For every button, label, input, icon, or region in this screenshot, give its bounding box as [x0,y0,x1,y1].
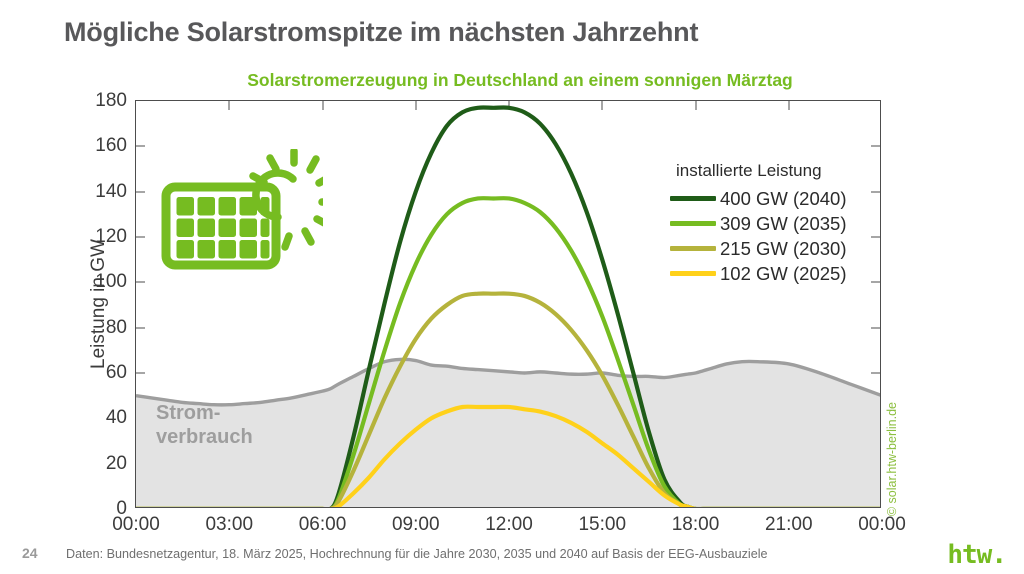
y-tick-label: 80 [105,316,127,338]
y-tick-mark-right [871,327,880,329]
y-tick-mark-right [871,372,880,374]
y-tick-mark [136,372,145,374]
source-note: Daten: Bundesnetzagentur, 18. März 2025,… [66,547,768,561]
y-tick-label: 180 [95,90,127,111]
legend-item: 309 GW (2035) [670,211,895,236]
x-tick-mark-top [508,101,510,110]
y-tick-label: 140 [95,180,127,202]
x-tick-mark-top [601,101,603,110]
plot-canvas [136,101,880,507]
x-tick-label: 09:00 [391,514,440,535]
y-tick-mark-right [871,145,880,147]
legend-items: 400 GW (2040) 309 GW (2035) 215 GW (2030) 1… [670,186,895,286]
y-tick-mark-right [871,191,880,193]
load-area-fill [136,359,880,507]
legend-item: 102 GW (2025) [670,261,895,286]
y-tick-mark [136,191,145,193]
y-tick-label: 60 [105,362,127,383]
chart-container: Solarstromerzeugung in Deutschland an ei… [0,60,1024,540]
load-area-label: Strom- verbrauch [156,401,253,450]
x-tick-mark-top [228,101,230,110]
y-tick-label: 160 [95,135,127,157]
series-line [136,105,880,507]
legend-label: 400 GW (2040) [720,187,847,209]
legend-swatch [670,271,716,276]
legend-item: 400 GW (2040) [670,186,895,211]
x-tick-label: 21:00 [764,514,813,535]
x-tick-mark-top [788,101,790,110]
y-tick-label: 40 [105,407,127,429]
legend-item: 215 GW (2030) [670,236,895,261]
x-tick-label: 15:00 [578,514,627,535]
x-tick-label: 18:00 [671,514,720,535]
page-title: Mögliche Solarstromspitze im nächsten Ja… [64,17,699,47]
series-line [136,196,880,507]
chart-legend: installierte Leistung 400 GW (2040) 309 G… [670,161,895,286]
load-label-line-1: Strom- [156,402,221,424]
chart-subtitle: Solarstromerzeugung in Deutschland an ei… [247,70,793,90]
legend-swatch [670,246,716,251]
x-tick-label: 03:00 [205,514,254,535]
slide-footer: 24 Daten: Bundesnetzagentur, 18. März 20… [0,534,1024,574]
x-tick-label: 06:00 [298,514,347,535]
legend-label: 102 GW (2025) [720,262,847,284]
series-line-load [136,357,880,407]
y-tick-mark [136,281,145,283]
htw-logo: htw. [947,540,1007,570]
y-tick-mark [136,145,145,147]
legend-title: installierte Leistung [676,161,822,180]
y-tick-mark [136,236,145,238]
plot-area: Leistung in GW 0 20 40 60 80 100 120 140 160 180 … [88,90,906,535]
x-tick-mark-top [322,101,323,110]
legend-label: 309 GW (2035) [720,212,847,234]
y-tick-label: 120 [95,226,127,247]
y-tick-mark-right [871,236,880,238]
x-tick-label: 00:00 [858,514,906,535]
y-tick-mark [136,327,145,329]
page-number: 24 [22,545,38,561]
y-axis-title: Leistung in GW [87,239,109,369]
y-tick-label: 100 [95,271,127,293]
series-line [136,404,880,507]
series-line [136,291,880,507]
solar-panel-icon [158,149,323,284]
x-tick-label: 00:00 [112,514,160,535]
legend-swatch [670,196,716,201]
x-tick-mark-top [415,101,417,110]
x-tick-label: 12:00 [485,514,533,535]
legend-swatch [670,221,716,226]
x-tick-mark-top [695,101,696,110]
legend-label: 215 GW (2030) [720,237,847,259]
chart-svg [136,105,880,507]
load-label-line-2: verbrauch [156,426,253,449]
y-tick-mark-right [871,281,880,283]
y-tick-label: 0 [116,498,127,519]
y-tick-label: 20 [105,452,127,474]
credit-text: © solar.htw-berlin.de [885,402,899,517]
